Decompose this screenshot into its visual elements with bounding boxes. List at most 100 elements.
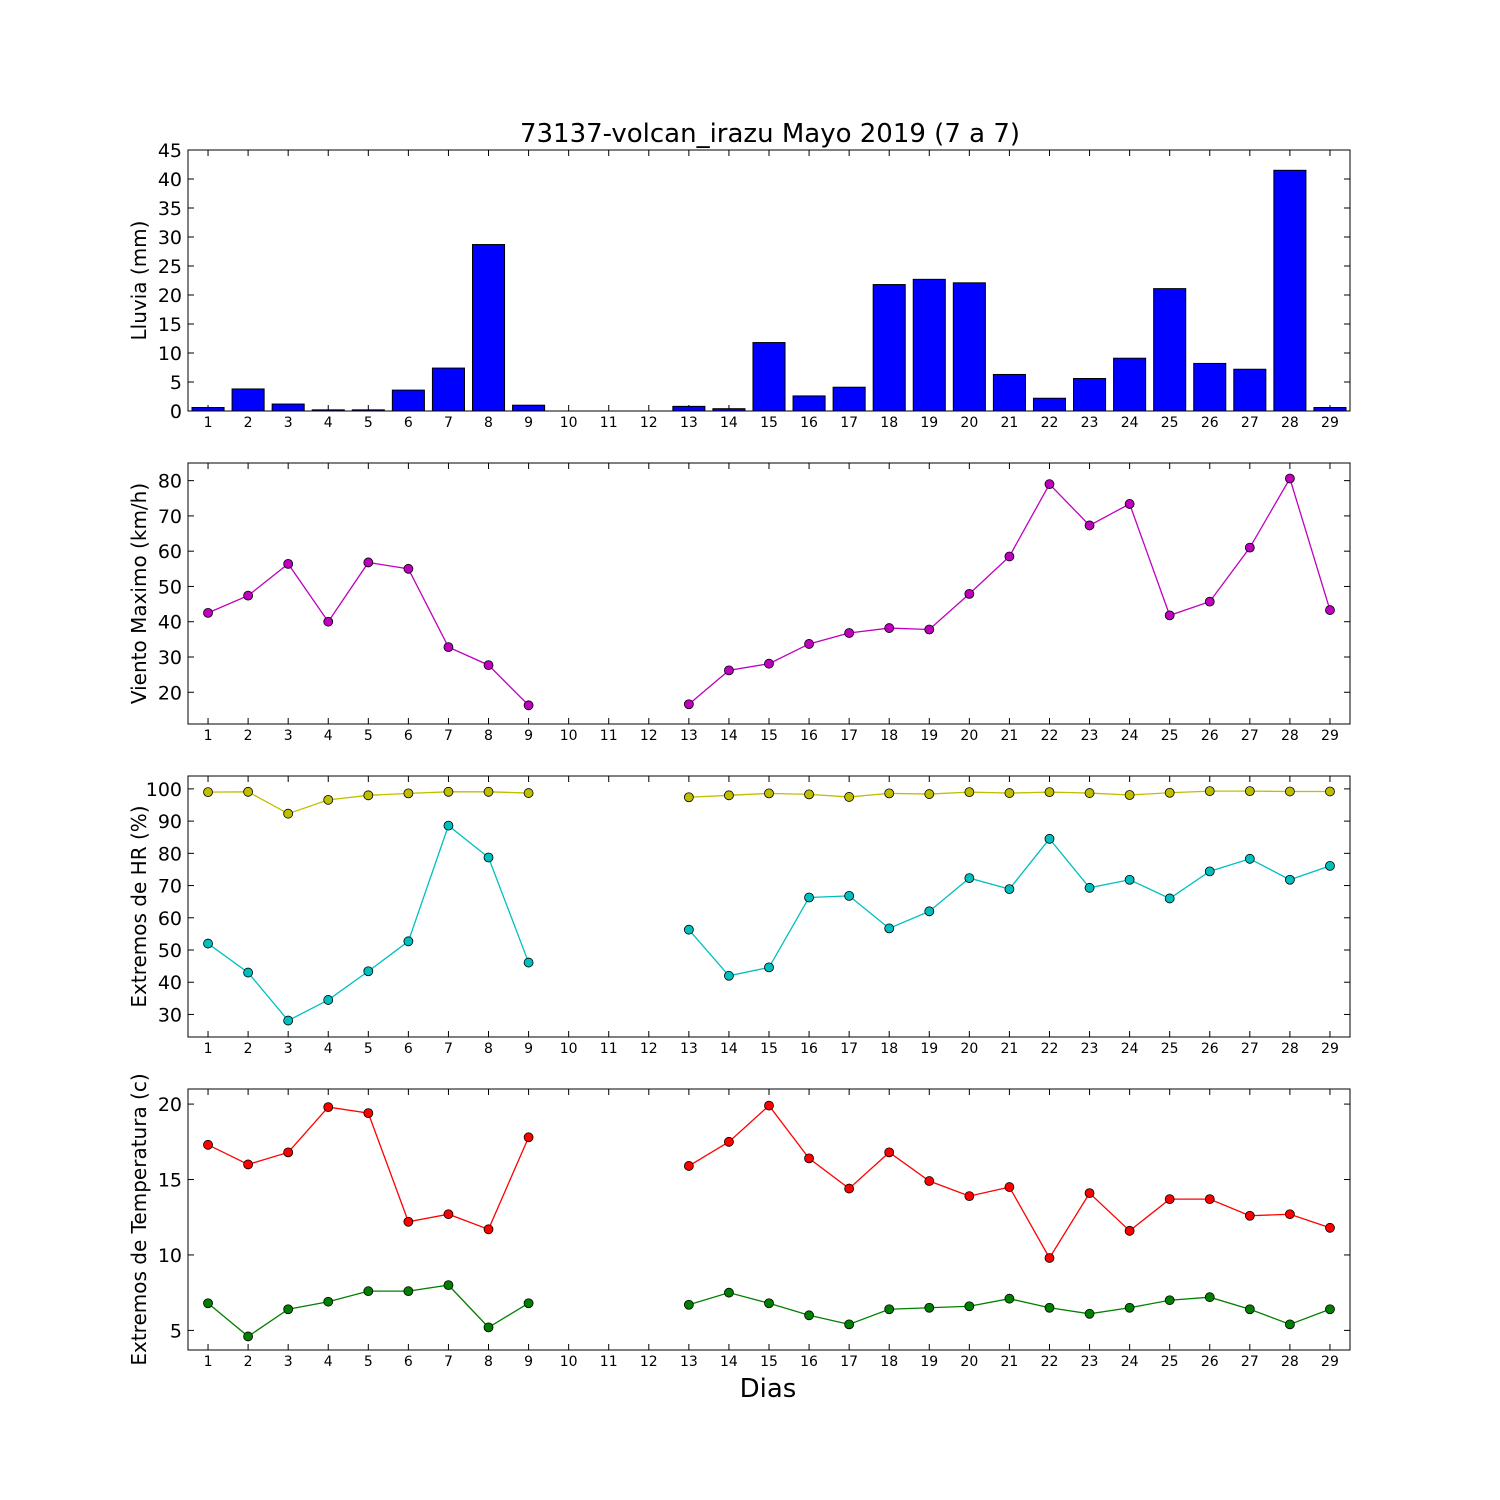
x-axis-label: Dias (740, 1374, 797, 1404)
y-tick-label: 40 (158, 612, 182, 634)
bar-day-28 (1273, 169, 1307, 412)
bar-day-23 (1073, 378, 1107, 412)
x-tick-label: 26 (1201, 728, 1219, 744)
axes-frame (187, 1088, 1351, 1351)
x-tick-label: 23 (1081, 1041, 1099, 1057)
series-1-point-day-18 (884, 788, 895, 799)
series-1-point-day-4 (323, 616, 334, 627)
x-tick-label: 4 (324, 728, 333, 744)
x-tick-label: 21 (1000, 1041, 1018, 1057)
series-1-point-day-16 (804, 1153, 814, 1164)
x-tick-label: 18 (880, 1354, 898, 1370)
series-2-point-day-26 (1204, 866, 1215, 877)
x-tick-label: 2 (244, 728, 253, 744)
chart-title: 73137-volcan_irazu Mayo 2019 (7 a 7) (520, 119, 1020, 149)
series-1-point-day-21 (1004, 788, 1015, 798)
series-1-point-day-26 (1204, 596, 1215, 607)
series-2-point-day-28 (1284, 874, 1295, 885)
series-2-point-day-13 (683, 1299, 694, 1310)
y-axis-label: Extremos de Temperatura (c) (127, 1073, 151, 1365)
x-tick-label: 25 (1161, 728, 1179, 744)
series-1-point-day-26 (1204, 786, 1215, 797)
series-1-point-day-24 (1124, 790, 1135, 800)
x-tick-label: 18 (880, 415, 898, 431)
series-1-point-day-25 (1164, 787, 1175, 798)
series-2-point-day-2 (243, 967, 254, 978)
x-tick-label: 6 (404, 415, 413, 431)
x-tick-label: 12 (640, 1354, 658, 1370)
x-tick-label: 24 (1121, 1041, 1139, 1057)
series-1-point-day-7 (443, 1209, 454, 1220)
y-tick-label: 70 (158, 506, 182, 528)
series-1-point-day-23 (1084, 520, 1095, 531)
series-2-point-day-3 (283, 1304, 294, 1315)
series-2-point-day-4 (323, 995, 334, 1005)
x-tick-label: 2 (244, 415, 253, 431)
x-tick-label: 3 (284, 1041, 293, 1057)
series-2-point-day-20 (964, 873, 975, 884)
y-tick-label: 90 (158, 811, 182, 833)
series-1-point-day-28 (1284, 473, 1295, 484)
series-1-point-day-14 (724, 790, 734, 801)
x-tick-label: 10 (560, 728, 578, 744)
series-1-point-day-20 (964, 1191, 975, 1202)
y-tick-label: 40 (158, 169, 182, 191)
series-1-point-day-4 (323, 794, 334, 805)
series-1-point-day-27 (1244, 542, 1255, 553)
series-1-point-day-13 (683, 1161, 694, 1171)
y-tick-label: 50 (158, 576, 182, 598)
x-tick-label: 16 (800, 1354, 818, 1370)
x-tick-label: 9 (524, 1354, 533, 1370)
series-2-point-day-5 (363, 1286, 374, 1297)
y-tick-label: 80 (158, 843, 182, 865)
series-1-point-day-17 (844, 792, 855, 802)
x-tick-label: 14 (720, 415, 738, 431)
bar-day-3 (271, 403, 305, 412)
y-tick-label: 45 (158, 140, 182, 162)
series-2-point-day-23 (1084, 882, 1095, 893)
x-tick-label: 20 (960, 1041, 978, 1057)
series-2-point-day-18 (884, 923, 895, 934)
series-1-point-day-9 (523, 700, 534, 711)
bar-day-2 (231, 388, 265, 412)
x-tick-label: 16 (800, 415, 818, 431)
series-2-point-day-6 (403, 1286, 414, 1297)
x-tick-label: 15 (760, 1354, 778, 1370)
x-tick-label: 9 (524, 1041, 533, 1057)
series-2-point-day-3 (283, 1015, 294, 1026)
bar-day-20 (952, 282, 986, 412)
x-tick-label: 11 (600, 1354, 618, 1370)
series-1-point-day-19 (924, 789, 935, 799)
y-tick-label: 15 (158, 1170, 182, 1192)
series-1-point-day-28 (1284, 1209, 1295, 1220)
series-1-point-day-27 (1244, 786, 1255, 797)
x-tick-label: 8 (484, 415, 493, 431)
series-2-point-day-2 (243, 1331, 254, 1342)
x-tick-label: 1 (204, 415, 213, 431)
x-tick-label: 21 (1000, 728, 1018, 744)
series-1-line (207, 1106, 530, 1231)
series-1-point-day-15 (764, 658, 774, 669)
series-2-point-day-15 (764, 962, 774, 973)
x-tick-label: 7 (444, 1041, 453, 1057)
bar-day-14 (712, 408, 746, 412)
series-1-point-day-5 (363, 557, 374, 568)
y-tick-label: 20 (158, 1094, 182, 1116)
series-2-point-day-21 (1004, 1293, 1015, 1304)
series-2-point-day-9 (523, 1298, 534, 1309)
y-tick-label: 25 (158, 256, 182, 278)
x-tick-label: 10 (560, 1041, 578, 1057)
series-2-point-day-24 (1124, 1302, 1135, 1313)
series-1-point-day-8 (483, 660, 494, 670)
x-tick-label: 28 (1281, 1041, 1299, 1057)
y-tick-label: 5 (170, 1320, 182, 1342)
series-2-point-day-15 (764, 1298, 774, 1309)
x-tick-label: 1 (204, 1354, 213, 1370)
series-2-point-day-16 (804, 1310, 814, 1321)
series-1-point-day-7 (443, 642, 454, 653)
x-tick-label: 22 (1041, 728, 1059, 744)
y-tick-label: 100 (146, 779, 182, 801)
y-axis-label: Lluvia (mm) (127, 221, 151, 341)
